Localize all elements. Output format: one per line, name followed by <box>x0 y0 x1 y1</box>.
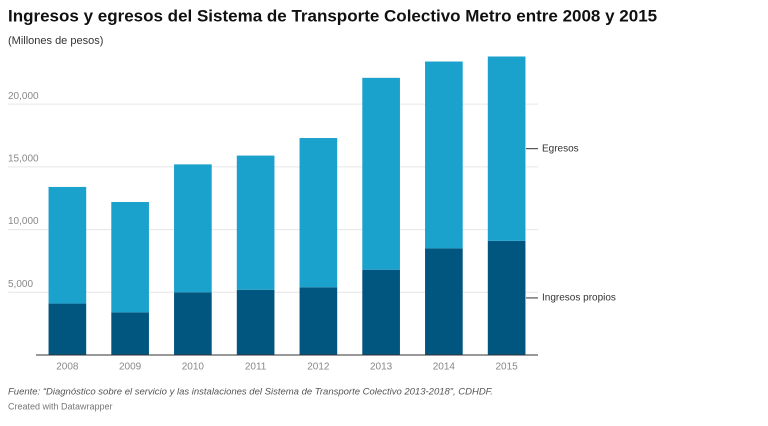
bar-segment <box>425 61 463 249</box>
legend-label: Egresos <box>542 143 579 154</box>
y-tick-label: 10,000 <box>8 216 39 227</box>
bar-segment <box>299 287 338 355</box>
x-tick-label: 2011 <box>245 362 267 373</box>
x-tick-label: 2014 <box>433 362 456 373</box>
bar-segment <box>425 248 463 355</box>
bar-segment <box>174 292 212 355</box>
source: Fuente: “Diagnóstico sobre el servicio y… <box>8 387 493 398</box>
x-tick-label: 2013 <box>370 362 393 373</box>
y-tick-label: 15,000 <box>8 154 39 165</box>
y-tick-label: 20,000 <box>8 91 39 102</box>
bar-segment <box>48 303 87 355</box>
bar-segment <box>111 201 149 313</box>
bar-segment <box>362 77 400 270</box>
y-tick-label: 5,000 <box>8 279 33 290</box>
x-tick-label: 2009 <box>119 362 142 373</box>
bar-segment <box>362 269 400 355</box>
bar-segment <box>48 186 87 304</box>
bar-segment <box>487 240 526 355</box>
chart-title: Ingresos y egresos del Sistema de Transp… <box>8 6 657 25</box>
x-tick-label: 2012 <box>307 362 330 373</box>
bar-segment <box>236 289 275 355</box>
chart-subtitle: (Millones de pesos) <box>8 35 103 47</box>
bar-segment <box>299 138 338 288</box>
x-tick-label: 2010 <box>182 362 205 373</box>
bar-segment <box>236 155 275 290</box>
bar-segment <box>174 164 212 293</box>
x-tick-label: 2015 <box>496 362 519 373</box>
credit: Created with Datawrapper <box>8 401 113 411</box>
bar-segment <box>487 56 526 241</box>
bar-segment <box>111 312 149 355</box>
legend-label: Ingresos propios <box>542 293 616 304</box>
x-tick-label: 2008 <box>56 362 79 373</box>
